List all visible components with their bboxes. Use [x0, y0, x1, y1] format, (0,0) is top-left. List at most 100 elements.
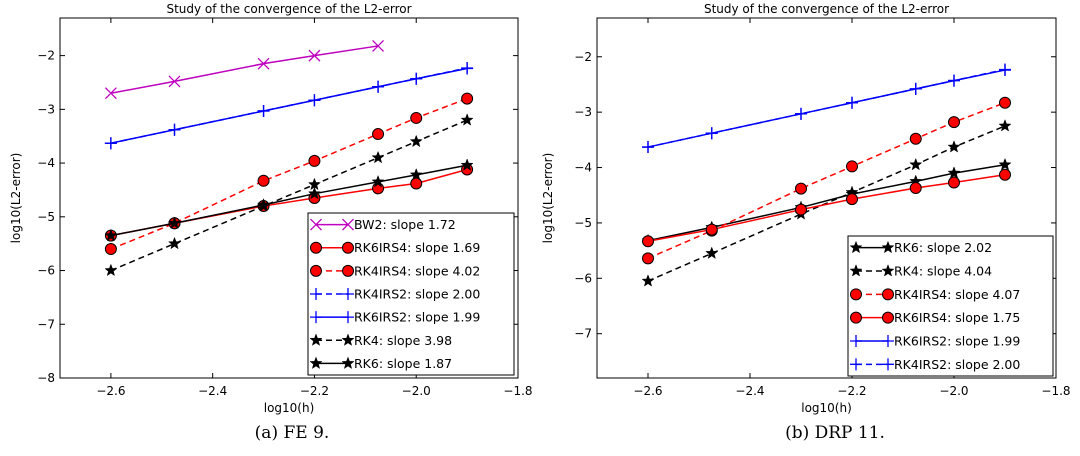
data-point [308, 154, 321, 167]
data-point [909, 182, 922, 195]
data-point [909, 157, 923, 171]
data-point [909, 82, 922, 95]
legend-marker [849, 240, 863, 254]
legend-marker [881, 264, 895, 277]
data-point [999, 96, 1011, 109]
series-rk6irs4 [642, 168, 1011, 248]
legend-entry: RK6IRS2: slope 1.99 [894, 334, 1020, 349]
data-point [372, 128, 385, 141]
data-point [104, 137, 117, 150]
legend-marker [309, 356, 323, 370]
y-tick-label: −2 [574, 50, 592, 64]
data-point [705, 246, 719, 259]
data-point [307, 186, 322, 200]
series-line [110, 67, 468, 144]
legend-entry: RK6: slope 1.87 [354, 356, 452, 371]
data-point [846, 96, 858, 109]
data-point [308, 49, 321, 62]
data-point [642, 141, 654, 154]
y-tick-label: −2 [37, 49, 55, 63]
legend-box [847, 235, 1054, 377]
legend-marker [341, 333, 355, 346]
y-tick-label: −3 [37, 102, 55, 116]
series-rk6 [104, 158, 474, 242]
legend-marker [309, 333, 323, 346]
legend-marker [342, 241, 354, 254]
data-point [641, 274, 655, 287]
legend-entry: RK4IRS2: slope 2.00 [894, 357, 1020, 372]
data-point [795, 203, 807, 216]
x-tick-label: −2.2 [300, 384, 329, 398]
legend-marker [882, 358, 894, 371]
series-rk6irs2 [104, 62, 474, 150]
series-bw2 [104, 39, 385, 100]
x-tick-label: −2.0 [402, 384, 431, 398]
data-point [460, 113, 474, 126]
data-point [461, 92, 474, 105]
legend-entry: RK4IRS4: slope 4.02 [354, 263, 480, 278]
series-line [110, 45, 379, 94]
data-point [999, 168, 1011, 181]
legend-marker [310, 288, 322, 300]
x-tick-label: −2.0 [939, 384, 968, 398]
legend-entry: RK6IRS4: slope 1.75 [894, 310, 1020, 325]
data-point [371, 150, 385, 164]
x-tick-label: −2.4 [735, 384, 764, 398]
legend-marker [882, 335, 894, 347]
data-point [947, 166, 961, 179]
y-axis-label: log10(L2-error) [541, 153, 555, 244]
x-axis-label: log10(h) [264, 401, 315, 415]
data-point [948, 116, 960, 129]
data-point [846, 160, 858, 173]
chart-title: Study of the convergence of the L2-error [704, 2, 949, 16]
x-tick-label: −2.4 [198, 384, 227, 398]
legend-entry: RK6IRS4: slope 1.69 [354, 240, 480, 255]
series-rk4irs2 [642, 63, 1011, 154]
y-tick-label: −3 [574, 105, 592, 119]
y-tick-label: −4 [574, 161, 592, 175]
data-point [410, 177, 423, 190]
data-point [705, 223, 718, 236]
data-point [795, 182, 807, 195]
legend-marker [310, 311, 322, 324]
legend: BW2: slope 1.72 RK6IRS4: slope 1.69 RK4IRS… [307, 212, 515, 376]
data-point [104, 87, 117, 100]
legend-marker [850, 288, 862, 301]
legend-marker [882, 288, 894, 301]
legend-marker [342, 218, 354, 231]
data-point [705, 127, 718, 140]
data-point [256, 198, 271, 211]
data-point [371, 174, 385, 188]
legend-entry: RK4: slope 3.98 [354, 333, 452, 348]
legend-marker [341, 356, 355, 370]
data-point [998, 157, 1012, 171]
data-point [948, 176, 960, 189]
data-point [998, 119, 1012, 132]
data-point [846, 193, 858, 206]
figure-caption: (a) FE 9. [255, 423, 330, 443]
legend-marker [310, 241, 322, 254]
legend-marker [882, 311, 894, 324]
x-axis-label: log10(h) [801, 401, 852, 415]
legend: RK6: slope 2.02 RK4: slope 4.04 RK4IRS4: s… [847, 235, 1054, 377]
legend-marker [850, 335, 862, 347]
data-point [999, 63, 1011, 76]
data-point [409, 167, 423, 181]
data-point [104, 228, 118, 242]
y-tick-label: −6 [37, 264, 55, 278]
x-tick-label: −2.6 [633, 384, 662, 398]
x-tick-label: −1.8 [1041, 384, 1070, 398]
y-tick-label: −5 [37, 210, 55, 224]
chart-panel-2: Study of the convergence of the L2-error… [541, 2, 1071, 443]
data-point [409, 134, 423, 148]
data-point [795, 107, 807, 120]
y-tick-label: −7 [37, 317, 55, 331]
series-rk4 [104, 113, 474, 277]
data-point [461, 62, 474, 75]
legend-entry: BW2: slope 1.72 [354, 217, 456, 232]
data-point [167, 236, 182, 250]
legend-entry: RK4IRS4: slope 4.07 [894, 287, 1020, 302]
y-tick-label: −6 [574, 271, 592, 285]
y-tick-label: −7 [574, 327, 592, 341]
